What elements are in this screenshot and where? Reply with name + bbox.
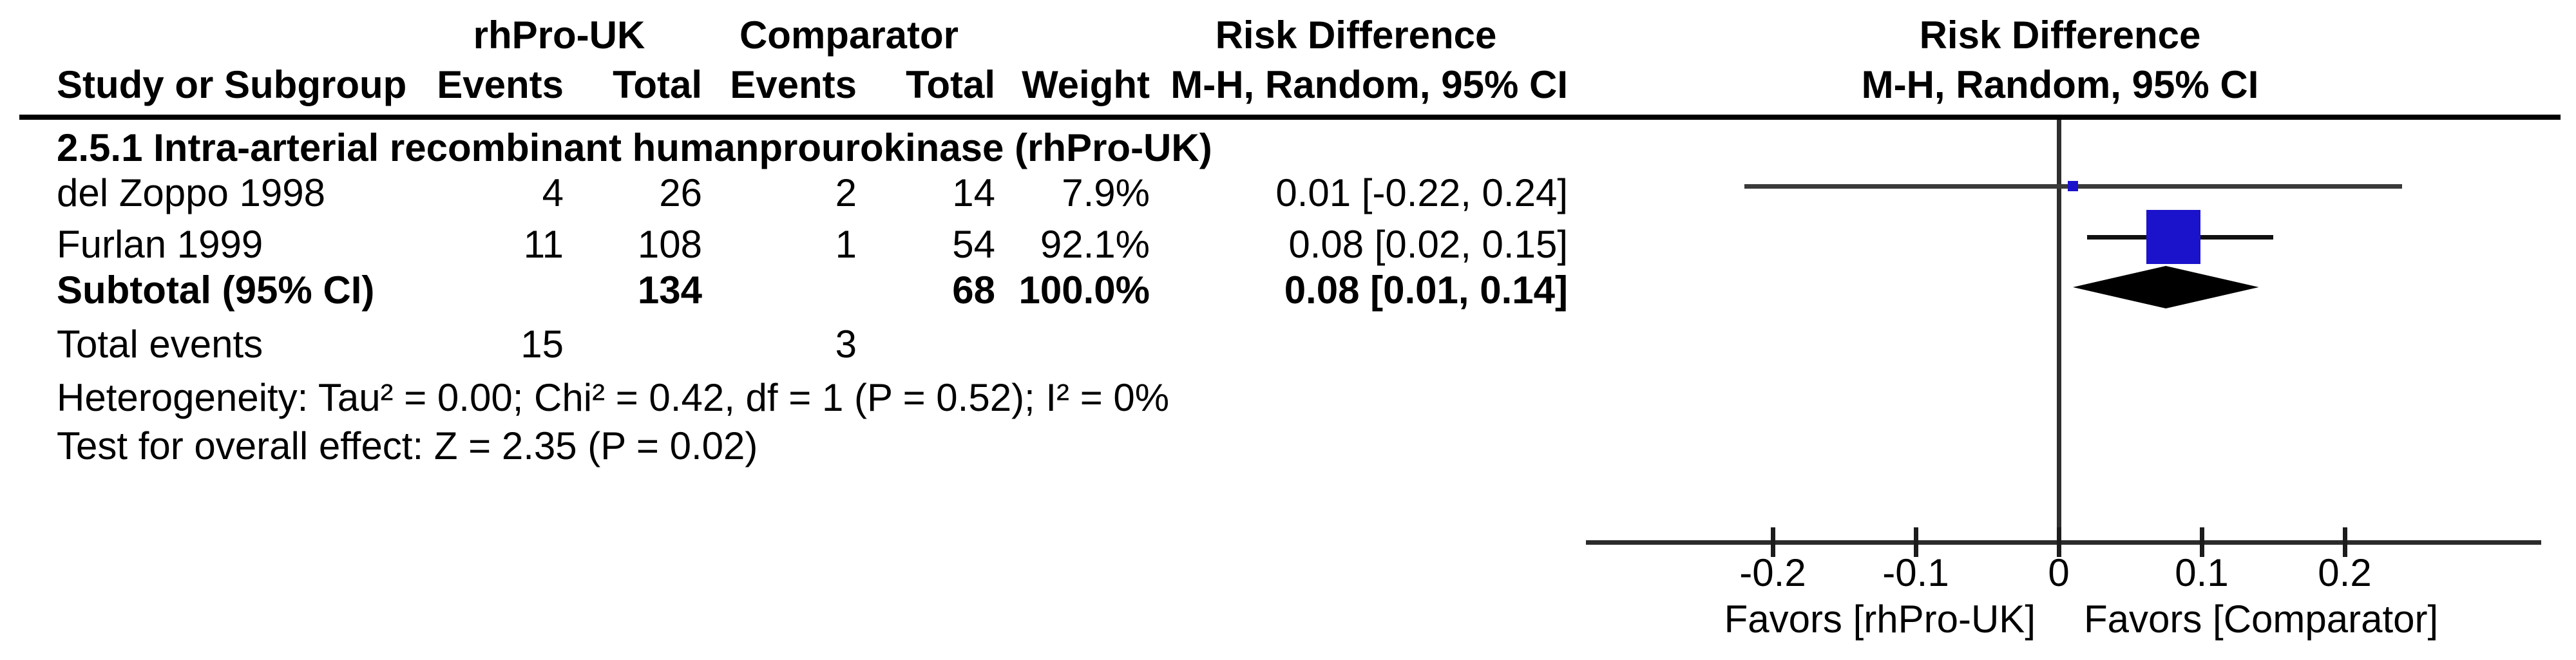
point-estimate-marker [2146, 210, 2200, 264]
cell-total-comparator: 14 [952, 171, 995, 214]
subtotal-total-treatment: 134 [637, 269, 702, 312]
subtotal-effect-ci: 0.08 [0.01, 0.14] [1284, 269, 1568, 312]
subtotal-label: Subtotal (95% CI) [57, 269, 375, 312]
cell-events-treatment: 11 [523, 223, 564, 266]
total-events-label: Total events [57, 323, 263, 366]
cell-total-treatment: 108 [637, 223, 702, 266]
effect-column-header-line2: M-H, Random, 95% CI [1170, 63, 1568, 106]
events-comparator-header: Events [730, 63, 857, 106]
axis-tick [2343, 527, 2347, 557]
cell-total-comparator: 54 [952, 223, 995, 266]
axis-tick-label: 0 [2048, 551, 2070, 594]
total-comparator-header: Total [906, 63, 995, 106]
comparator-group-header: Comparator [739, 14, 959, 57]
cell-effect-ci: 0.01 [-0.22, 0.24] [1275, 171, 1568, 214]
axis-tick-label: -0.2 [1739, 551, 1806, 594]
axis-tick-label: 0.2 [2318, 551, 2372, 594]
favors-treatment-label: Favors [rhPro-UK] [1724, 598, 2036, 641]
header-separator-line [19, 115, 2561, 120]
plot-column-header-line1: Risk Difference [1919, 14, 2201, 57]
cell-events-comparator: 2 [835, 171, 857, 214]
axis-tick [1914, 527, 1918, 557]
axis-tick [2057, 527, 2061, 557]
cell-events-comparator: 1 [835, 223, 857, 266]
plot-column-header-line2: M-H, Random, 95% CI [1861, 63, 2259, 106]
point-estimate-marker [2068, 181, 2079, 191]
heterogeneity-statistics: Heterogeneity: Tau² = 0.00; Chi² = 0.42,… [57, 376, 1170, 419]
effect-column-header-line1: Risk Difference [1215, 14, 1497, 57]
favors-comparator-label: Favors [Comparator] [2084, 598, 2439, 641]
cell-weight: 7.9% [1062, 171, 1150, 214]
events-treatment-header: Events [437, 63, 564, 106]
subtotal-diamond [2073, 266, 2259, 308]
study-column-header: Study or Subgroup [57, 63, 407, 106]
zero-effect-line [2057, 120, 2061, 542]
subtotal-total-comparator: 68 [952, 269, 995, 312]
x-axis-line [1586, 540, 2541, 545]
total-events-comparator-value: 3 [835, 323, 857, 366]
study-name: del Zoppo 1998 [57, 171, 326, 214]
cell-effect-ci: 0.08 [0.02, 0.15] [1288, 223, 1568, 266]
cell-total-treatment: 26 [659, 171, 702, 214]
subtotal-weight: 100.0% [1018, 269, 1150, 312]
axis-tick-label: -0.1 [1882, 551, 1949, 594]
cell-weight: 92.1% [1040, 223, 1150, 266]
study-name: Furlan 1999 [57, 223, 263, 266]
axis-tick [2200, 527, 2204, 557]
cell-events-treatment: 4 [542, 171, 564, 214]
subgroup-title: 2.5.1 Intra-arterial recombinant humanpr… [57, 126, 1212, 169]
treatment-group-header: rhPro-UK [473, 14, 645, 57]
total-events-treatment-value: 15 [520, 323, 564, 366]
total-treatment-header: Total [613, 63, 702, 106]
overall-effect-test: Test for overall effect: Z = 2.35 (P = 0… [57, 424, 758, 467]
weight-column-header: Weight [1022, 63, 1150, 106]
axis-tick [1771, 527, 1775, 557]
axis-tick-label: 0.1 [2175, 551, 2229, 594]
